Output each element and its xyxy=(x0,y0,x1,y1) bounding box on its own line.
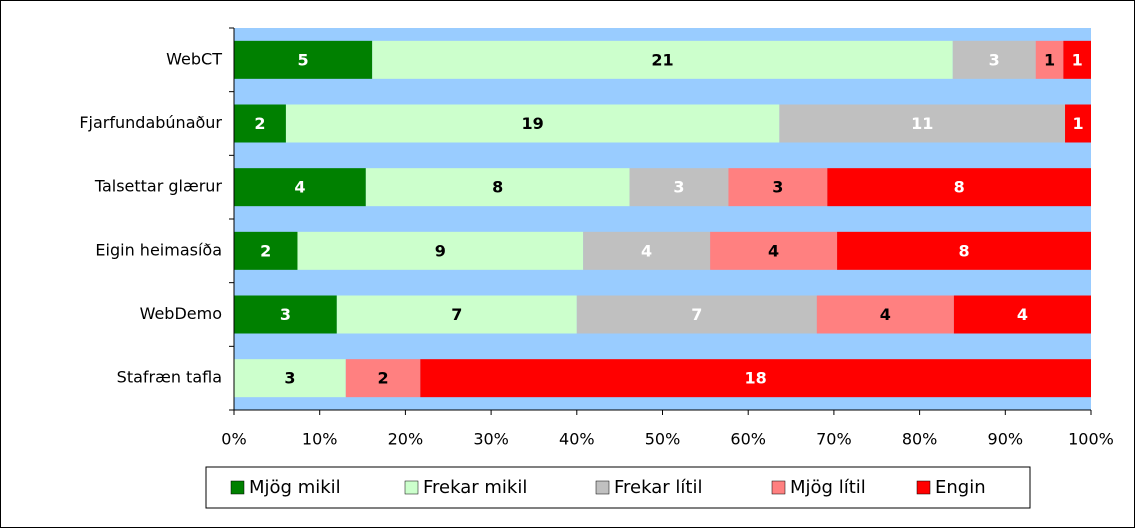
value-label: 11 xyxy=(911,114,933,133)
value-label: 3 xyxy=(772,178,783,197)
bar-segment xyxy=(365,168,630,207)
bar-segment xyxy=(827,168,1091,207)
bar-segment xyxy=(234,40,373,79)
bar-segment xyxy=(583,231,711,270)
value-label: 2 xyxy=(377,369,388,388)
bar-segment xyxy=(285,104,780,143)
bar-segment xyxy=(728,168,828,207)
bar-segment xyxy=(336,295,577,334)
value-label: 3 xyxy=(673,178,684,197)
bar-segment xyxy=(345,359,421,398)
value-label: 3 xyxy=(989,50,1000,69)
legend-label: Frekar lítil xyxy=(614,477,702,498)
y-tick-label: WebCT xyxy=(166,49,222,68)
bar-segment xyxy=(953,295,1091,334)
x-tick-label: 10% xyxy=(302,430,338,449)
value-label: 7 xyxy=(691,305,702,324)
bar-segment xyxy=(816,295,954,334)
value-label: 5 xyxy=(298,50,309,69)
x-tick-label: 50% xyxy=(645,430,681,449)
bar-segment xyxy=(710,231,838,270)
value-label: 7 xyxy=(451,305,462,324)
bar-segment xyxy=(576,295,817,334)
y-tick-label: Stafræn tafla xyxy=(117,368,222,387)
bar-segment xyxy=(420,359,1092,398)
legend-label: Frekar mikil xyxy=(423,477,527,498)
value-label: 2 xyxy=(254,114,265,133)
y-tick-label: Fjarfundabúnaður xyxy=(79,113,222,132)
value-label: 2 xyxy=(260,241,271,260)
x-tick-label: 0% xyxy=(221,430,246,449)
value-label: 19 xyxy=(522,114,544,133)
x-tick-label: 100% xyxy=(1068,430,1114,449)
legend-swatch xyxy=(230,480,245,495)
value-label: 4 xyxy=(294,178,305,197)
y-tick-label: WebDemo xyxy=(140,304,222,323)
legend-swatch xyxy=(404,480,419,495)
x-tick-label: 80% xyxy=(902,430,938,449)
value-label: 8 xyxy=(492,178,503,197)
value-label: 3 xyxy=(280,305,291,324)
bar-segment xyxy=(372,40,953,79)
value-label: 18 xyxy=(745,369,767,388)
bar-segment xyxy=(1065,104,1091,143)
legend-label: Mjög lítil xyxy=(790,477,866,498)
value-label: 1 xyxy=(1072,114,1083,133)
legend-box xyxy=(205,466,1031,509)
value-label: 4 xyxy=(768,241,779,260)
bar-segment xyxy=(234,168,366,207)
legend-label: Engin xyxy=(935,477,986,498)
bar-segment xyxy=(234,104,286,143)
bar-segment xyxy=(779,104,1066,143)
value-label: 9 xyxy=(435,241,446,260)
x-tick-label: 40% xyxy=(559,430,595,449)
value-label: 21 xyxy=(651,50,673,69)
value-label: 1 xyxy=(1044,50,1055,69)
bar-segment xyxy=(1063,40,1091,79)
value-label: 8 xyxy=(954,178,965,197)
bar-segment xyxy=(1035,40,1064,79)
x-tick-label: 90% xyxy=(988,430,1024,449)
legend-swatch xyxy=(916,480,931,495)
value-label: 4 xyxy=(641,241,652,260)
y-tick-label: Eigin heimasíða xyxy=(95,240,222,259)
bar-segment xyxy=(837,231,1091,270)
legend-swatch xyxy=(595,480,610,495)
bar-segment xyxy=(952,40,1036,79)
value-label: 4 xyxy=(1017,305,1028,324)
x-tick-label: 70% xyxy=(816,430,852,449)
plot-area xyxy=(234,28,1091,410)
bar-segment xyxy=(297,231,584,270)
bar-segment xyxy=(629,168,729,207)
value-label: 8 xyxy=(958,241,969,260)
x-tick-label: 30% xyxy=(473,430,509,449)
value-label: 3 xyxy=(284,369,295,388)
x-tick-label: 60% xyxy=(730,430,766,449)
bar-segment xyxy=(234,295,337,334)
x-tick-label: 20% xyxy=(388,430,424,449)
bar-segment xyxy=(234,231,298,270)
value-label: 4 xyxy=(880,305,891,324)
legend-label: Mjög mikil xyxy=(249,477,341,498)
bar-segment xyxy=(234,359,346,398)
y-tick-label: Talsettar glærur xyxy=(94,177,223,196)
value-label: 1 xyxy=(1072,50,1083,69)
legend-swatch xyxy=(771,480,786,495)
